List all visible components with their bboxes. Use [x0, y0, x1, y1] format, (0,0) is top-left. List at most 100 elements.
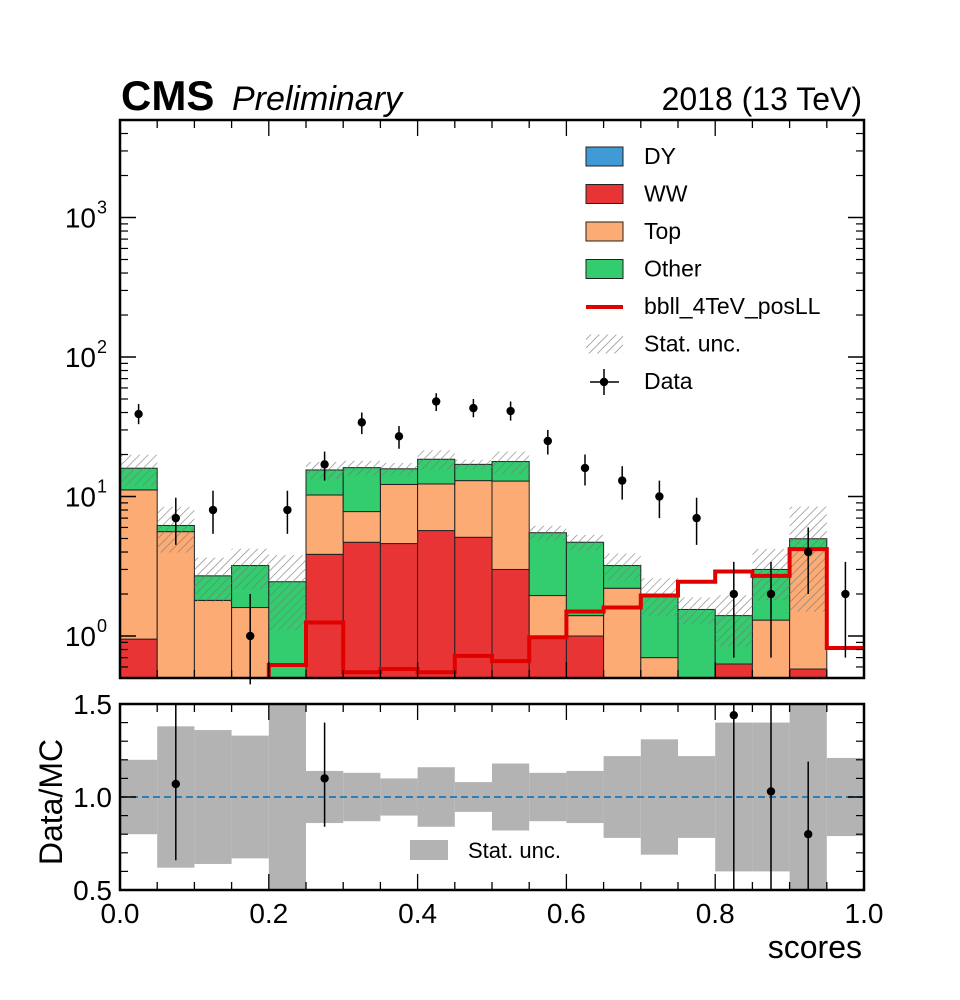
ratio-legend-label: Stat. unc. [468, 838, 561, 863]
stat-unc-bin-2 [194, 557, 232, 602]
data-point-0 [134, 409, 143, 419]
legend-label-0: DY [644, 143, 676, 169]
x-axis-label: scores [768, 929, 862, 965]
bar-top-bin-12 [565, 615, 605, 637]
stat-unc-bin-0 [120, 454, 158, 486]
lumi-label: 2018 (13 TeV) [662, 81, 862, 117]
data-point-7 [394, 432, 404, 441]
data-point-17 [766, 589, 776, 599]
legend-label-5: Stat. unc. [644, 331, 741, 357]
y-tick-label-0: 10 [65, 621, 96, 652]
legend-label-4: bbll_4TeV_posLL [644, 293, 821, 319]
legend-data-marker [599, 377, 609, 387]
ratio-y-tick-label-1: 1.0 [73, 782, 112, 813]
ratio-y-tick-label-2: 1.5 [73, 689, 112, 720]
legend-label-3: Other [644, 256, 702, 282]
ratio-legend-swatch [410, 840, 448, 860]
stat-unc-bin-11 [529, 525, 567, 541]
ratio-plot-frame [118, 702, 866, 892]
ratio-legend: Stat. unc. [410, 838, 561, 863]
data-point-16 [729, 589, 738, 599]
bar-top-bin-14 [640, 657, 679, 678]
x-tick-label-1: 0.2 [249, 898, 288, 929]
legend: DY WW Top Other bbll_4TeV_posLL Stat. unc. Dat… [585, 143, 821, 395]
data-point-4 [283, 505, 292, 515]
y-tick-exponent-0: 0 [97, 616, 107, 636]
ratio-y-axis-label: Data/MC [33, 739, 69, 865]
stat-unc-bin-4 [268, 555, 306, 631]
data-point-5 [320, 460, 329, 469]
x-tick-label-2: 0.4 [398, 898, 437, 929]
y-tick-exponent-1: 1 [97, 477, 107, 497]
y-tick-label-1: 10 [65, 482, 96, 513]
legend-swatch-other [585, 259, 624, 279]
data-point-13 [618, 476, 627, 485]
x-tick-label-4: 0.8 [696, 898, 735, 929]
data-point-2 [208, 505, 218, 515]
stat-unc-bin-12 [566, 534, 604, 551]
legend-label-2: Top [644, 218, 681, 244]
data-point-15 [692, 513, 701, 523]
bar-top-bin-13 [603, 587, 642, 678]
stat-unc-bin-7 [380, 463, 418, 476]
stat-unc-bin-3 [231, 548, 269, 589]
y-tick-label-3: 10 [65, 203, 96, 234]
y-tick-exponent-3: 3 [97, 198, 107, 218]
main-plot-frame [118, 118, 866, 680]
bar-ww-bin-18 [789, 668, 828, 678]
data-point-1 [171, 513, 180, 523]
legend-label-6: Data [644, 368, 693, 394]
bar-other-bin-11 [528, 532, 567, 597]
legend-swatch-top [585, 221, 624, 242]
bar-ww-bin-6 [342, 541, 381, 678]
data-point-3 [246, 631, 255, 641]
bar-top-bin-2 [193, 599, 233, 678]
data-points [134, 393, 850, 685]
x-tick-label-0: 0.0 [101, 898, 140, 929]
bar-top-bin-8 [417, 483, 456, 532]
y-tick-label-2: 10 [65, 342, 96, 373]
data-point-6 [357, 418, 366, 427]
legend-swatch-stat-unc [586, 334, 623, 354]
bar-top-bin-10 [491, 480, 530, 570]
y-tick-exponent-2: 2 [97, 337, 107, 357]
data-point-18 [804, 547, 813, 557]
stat-unc-bin-6 [343, 460, 381, 476]
legend-label-1: WW [644, 181, 688, 207]
bar-top-bin-7 [379, 483, 419, 545]
bar-ww-bin-12 [565, 635, 605, 678]
bar-top-bin-1 [156, 531, 195, 678]
ratio-band-bin-3 [231, 735, 269, 859]
ratio-point-2 [729, 710, 738, 720]
ratio-points [171, 704, 813, 890]
ratio-point-4 [804, 830, 813, 839]
signal-step-line [266, 547, 864, 678]
stat-unc-bin-10 [492, 451, 530, 474]
bar-ww-bin-7 [379, 543, 419, 678]
signal-histogram [266, 547, 864, 678]
data-point-11 [543, 436, 552, 446]
ratio-point-3 [766, 787, 776, 796]
data-point-19 [841, 589, 850, 599]
bar-top-bin-0 [120, 489, 158, 640]
data-point-9 [469, 403, 478, 413]
experiment-label: CMS [121, 72, 214, 119]
ratio-point-0 [171, 779, 180, 789]
x-tick-label-5: 1.0 [845, 898, 884, 929]
data-point-14 [655, 492, 664, 501]
data-point-8 [432, 397, 441, 406]
ratio-y-tick-label-0: 0.5 [73, 875, 112, 906]
x-tick-label-3: 0.6 [547, 898, 586, 929]
data-point-10 [506, 406, 515, 416]
stat-unc-bin-8 [417, 450, 455, 470]
data-point-12 [580, 463, 590, 473]
legend-swatch-dy [585, 146, 624, 167]
legend-swatch-ww [585, 184, 624, 204]
bar-ww-bin-5 [305, 553, 344, 678]
bar-top-bin-9 [454, 480, 493, 538]
stat-unc-bin-15 [678, 597, 716, 625]
stat-unc-bin-13 [603, 553, 641, 581]
ratio-axes: 0.5 1.0 1.5 0.0 0.2 0.4 0.6 0.8 1.0 [73, 689, 883, 929]
